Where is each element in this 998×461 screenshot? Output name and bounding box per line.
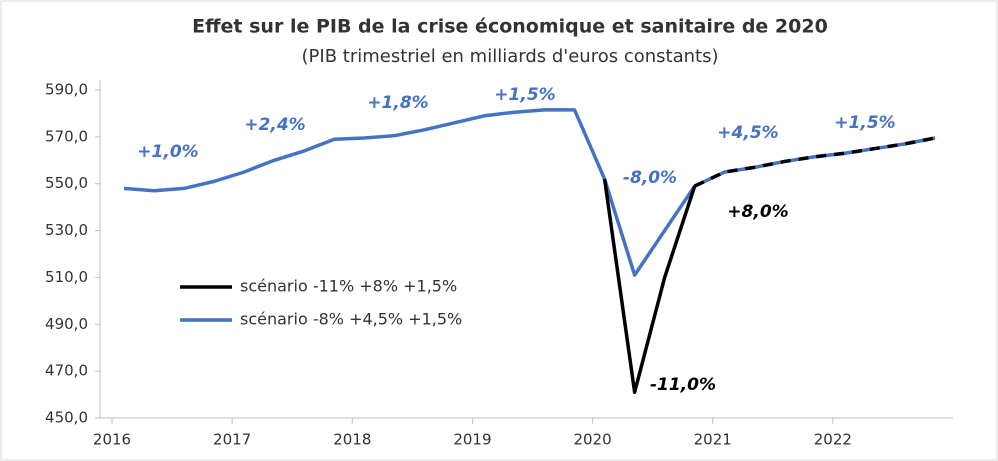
y-tick-label: 490,0 [45, 315, 88, 333]
annotation: +4,5% [717, 123, 778, 143]
y-tick-label: 570,0 [45, 127, 88, 145]
chart-title: Effet sur le PIB de la crise économique … [192, 16, 828, 38]
annotation: +8,0% [727, 202, 788, 222]
legend-label: scénario -11% +8% +1,5% [240, 277, 457, 296]
line [693, 136, 936, 188]
x-tick-label: 2020 [573, 431, 611, 449]
y-tick-label: 470,0 [45, 362, 88, 380]
y-tick-label: 530,0 [45, 221, 88, 239]
x-tick-label: 2016 [93, 431, 131, 449]
y-tick-label: 450,0 [45, 409, 88, 427]
annotation: +1,0% [137, 142, 198, 162]
y-tick-label: 590,0 [45, 81, 88, 99]
annotation: +1,8% [367, 93, 428, 113]
y-tick-label: 510,0 [45, 268, 88, 286]
x-tick-label: 2021 [694, 431, 732, 449]
annotation: -11,0% [650, 375, 716, 395]
x-tick-label: 2022 [814, 431, 852, 449]
x-tick-label: 2019 [453, 431, 491, 449]
x-tick-label: 2017 [213, 431, 251, 449]
x-tick-label: 2018 [333, 431, 371, 449]
annotation: +2,4% [244, 115, 305, 135]
annotation: +1,5% [494, 85, 555, 105]
annotation: +1,5% [834, 113, 895, 133]
line [602, 178, 697, 394]
chart-subtitle: (PIB trimestriel en milliards d'euros co… [302, 46, 719, 67]
annotation: -8,0% [623, 168, 677, 188]
legend-label: scénario -8% +4,5% +1,5% [240, 310, 462, 329]
y-tick-label: 550,0 [45, 174, 88, 192]
